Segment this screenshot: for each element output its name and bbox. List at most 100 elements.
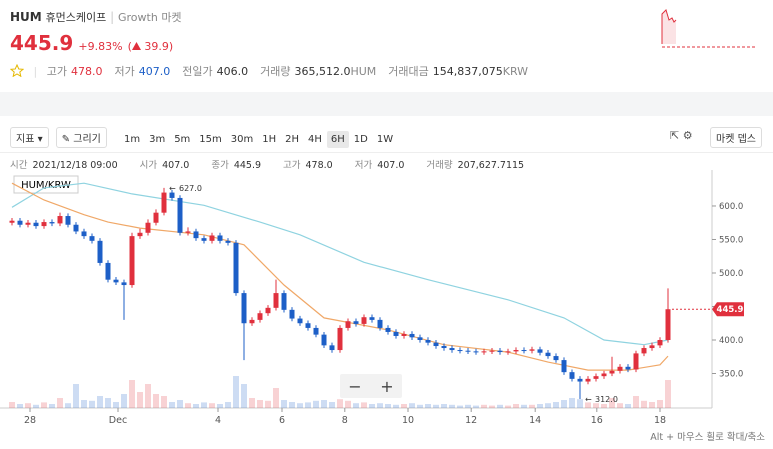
volume-bar [369,404,375,408]
volume-bar [417,404,423,408]
candle-body [193,231,199,239]
volume-bar [57,398,63,408]
candle-body [249,319,255,324]
volume-bar [337,399,343,408]
candle-body [441,346,447,349]
candle-body [273,293,279,308]
candle-body [49,222,55,224]
volume-bar [401,404,407,408]
volume-bar [225,402,231,408]
volume-bar [537,404,543,408]
interval-button[interactable]: 4H [308,134,322,145]
volume-bar [617,403,623,408]
candle-body [561,360,567,373]
candle-body [161,192,167,213]
price-row: 445.9 +9.83% ( 39.9) [10,31,174,55]
info-label: 시가 [139,160,158,171]
volume-bar [25,403,31,408]
candle-body [625,366,631,370]
footer: Alt + 마우스 휠로 확대/축소 [650,431,765,443]
volume-bar [449,404,455,408]
volume-bar [625,404,631,408]
info-label: 고가 [283,160,301,171]
volume-bar [89,400,95,408]
stat-value: 478.0 [70,65,103,78]
candle-body [97,240,103,263]
volume-bar [73,384,79,408]
indicator-button[interactable]: 지표 ▾ [10,127,49,148]
volume-bar [217,404,223,408]
interval-button[interactable]: 1D [353,134,368,145]
info-value: 407.0 [377,160,405,171]
candle-body [289,309,295,319]
volume-bar [297,403,303,408]
pair: HUM/KRW [21,180,71,191]
candle-body [553,356,559,361]
x-tick-label: 16 [591,415,603,426]
candle-body [137,232,143,237]
volume-bar [465,404,471,408]
volume-bar [529,404,535,408]
candle-body [513,350,519,352]
zoom-out-button[interactable]: − [348,377,361,396]
candle-body [457,350,463,352]
interval-button[interactable]: 1W [376,134,394,145]
volume-bar [665,380,671,408]
candle-body [113,279,119,283]
interval-button[interactable]: 15m [199,134,222,145]
candle-body [569,372,575,379]
candle-body [25,222,31,225]
interval-button[interactable]: 5m [174,134,191,145]
volume-bar [569,398,575,408]
volume-bar [649,402,655,408]
x-tick-label: 8 [342,415,348,426]
candle-body [417,337,423,340]
candle-body [345,321,351,328]
tool-icons: ⇱ ⚙ [670,129,693,142]
candle-body [201,238,207,241]
candle-body [385,327,391,332]
candle-body [633,353,639,370]
interval-button[interactable]: 30m [230,134,254,145]
volume-bar [289,402,295,408]
volume-bar [257,400,263,408]
candle-body [505,351,511,353]
candle-body [145,222,151,233]
depth-button[interactable]: 마켓 뎁스 [710,127,762,148]
interval-button[interactable]: 1m [123,134,141,145]
interval-button[interactable]: 2H [285,134,300,145]
volume-bar [497,404,503,408]
candle-body [545,352,551,357]
stat-label: 저가 [114,65,135,78]
high-label: 627.0 [179,184,202,193]
interval-button[interactable]: 3m [149,134,166,145]
volume-bar [169,402,175,408]
indicator-label: 지표 [16,134,35,145]
candle-body [217,235,223,241]
volume-bar [97,396,103,408]
candle-body [81,231,87,237]
info-label: 시간 [10,160,28,171]
x-tick-label: Dec [109,415,127,426]
candle-body [649,345,655,349]
interval-button[interactable]: 1H [262,134,277,145]
candle-body [609,370,615,374]
volume-bar [353,403,359,408]
moving-average-line [11,182,669,346]
candle-body [353,321,359,324]
candle-body [369,317,375,320]
candle-body [337,327,343,351]
volume-bar [305,402,311,408]
candle-body [177,197,183,233]
zoom-in-button[interactable]: + [380,377,393,396]
draw-button[interactable]: ✎ 그리기 [55,127,107,148]
change-rate: +9.83% [78,40,123,53]
candle-body [433,342,439,347]
change: 39.9 [144,40,169,53]
volume-bar [457,405,463,408]
info-label: 거래량 [426,160,453,171]
volume-bar [585,402,591,408]
candle-body [593,376,599,379]
interval-button[interactable]: 6H [326,131,349,148]
